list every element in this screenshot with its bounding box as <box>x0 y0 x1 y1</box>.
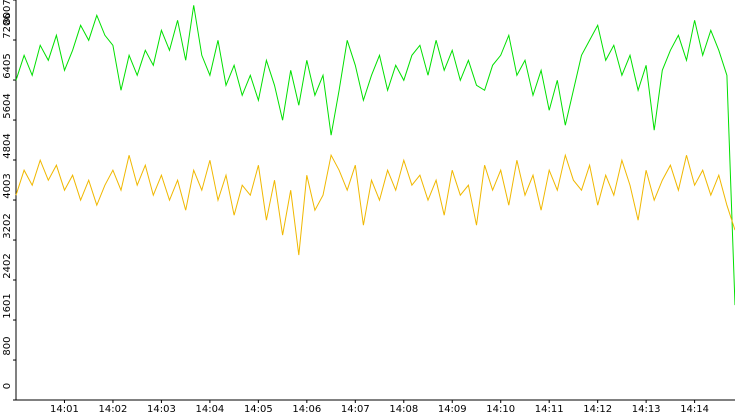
x-tick-label: 14:14 <box>680 404 709 415</box>
x-tick-label: 14:06 <box>292 404 321 415</box>
y-tick-label: 800 <box>2 336 13 355</box>
series-line <box>15 153 735 256</box>
x-tick-label: 14:05 <box>244 404 273 415</box>
y-tick-label: 6405 <box>2 53 13 78</box>
x-tick-label: 14:02 <box>99 404 128 415</box>
x-tick-label: 14:04 <box>195 404 224 415</box>
y-tick-label: 4804 <box>2 133 13 158</box>
y-tick-label: 5604 <box>2 93 13 118</box>
y-tick-label: 4003 <box>2 173 13 198</box>
y-tick-label: 3202 <box>2 213 13 238</box>
x-tick-label: 14:08 <box>389 404 418 415</box>
x-tick-label: 14:03 <box>147 404 176 415</box>
y-tick-label: 0 <box>2 383 13 389</box>
series-line <box>15 5 735 306</box>
x-tick-label: 14:01 <box>50 404 79 415</box>
y-tick-label: 2402 <box>2 253 13 278</box>
x-tick-label: 14:13 <box>632 404 661 415</box>
y-tick-label: 7206 <box>2 13 13 38</box>
x-tick-label: 14:09 <box>438 404 467 415</box>
x-tick-label: 14:10 <box>486 404 515 415</box>
x-tick-label: 14:07 <box>341 404 370 415</box>
x-tick-label: 14:12 <box>583 404 612 415</box>
x-tick-label: 14:11 <box>535 404 564 415</box>
y-tick-label: 1601 <box>2 293 13 318</box>
y-tick-label: 8007 <box>2 0 13 25</box>
